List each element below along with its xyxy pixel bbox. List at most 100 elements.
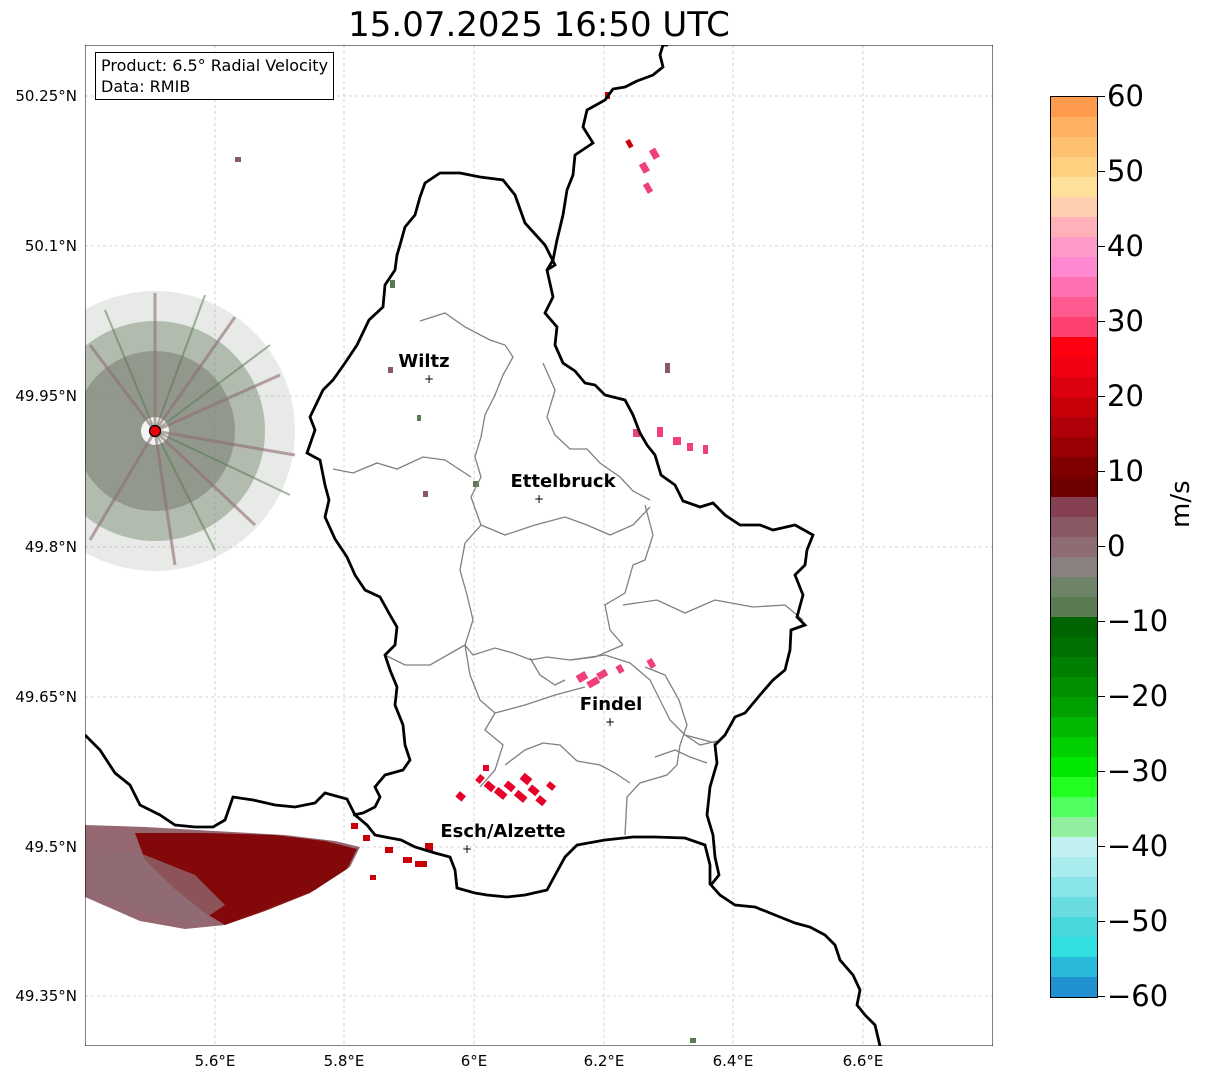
colorbar-tick-label: 30 (1107, 304, 1144, 338)
lon-tick-6: 6°E (460, 1052, 488, 1070)
colorbar-band (1051, 817, 1097, 838)
colorbar-band (1051, 297, 1097, 318)
colorbar-band (1051, 217, 1097, 238)
city-marker-findel: + (605, 715, 615, 729)
city-label-esch-alzette: Esch/Alzette (440, 821, 566, 842)
colorbar-band (1051, 417, 1097, 438)
colorbar-tick-label: −50 (1107, 904, 1169, 938)
colorbar-tick-mark (1097, 771, 1105, 772)
city-markers: + + + + (424, 372, 615, 856)
lat-tick-50.1: 50.1°N (24, 237, 77, 255)
colorbar-band (1051, 97, 1097, 118)
colorbar-band (1051, 257, 1097, 278)
product-label: Product: 6.5° Radial Velocity (101, 56, 329, 75)
city-label-findel: Findel (579, 694, 643, 715)
colorbar-band (1051, 977, 1097, 997)
colorbar-tick-label: 60 (1107, 79, 1144, 113)
radar-site-marker[interactable] (148, 424, 162, 438)
colorbar-tick-mark (1097, 396, 1105, 397)
colorbar-band (1051, 357, 1097, 378)
data-source-label: Data: RMIB (101, 77, 191, 96)
colorbar-band (1051, 777, 1097, 798)
colorbar-band (1051, 317, 1097, 338)
colorbar-band (1051, 897, 1097, 918)
lat-tick-49.35: 49.35°N (15, 987, 77, 1005)
canton-borders (332, 312, 804, 836)
colorbar-band (1051, 517, 1097, 538)
colorbar-band (1051, 397, 1097, 418)
colorbar-tick-label: −40 (1107, 829, 1169, 863)
colorbar-band (1051, 117, 1097, 138)
lat-tick-50.25: 50.25°N (15, 87, 77, 105)
lon-tick-6.2: 6.2°E (583, 1052, 625, 1070)
colorbar-band (1051, 437, 1097, 458)
lat-tick-49.95: 49.95°N (15, 387, 77, 405)
lat-tick-49.5: 49.5°N (24, 838, 77, 856)
radar-echo-scattered (235, 92, 708, 1043)
colorbar-tick-label: −30 (1107, 754, 1169, 788)
colorbar-tick-mark (1097, 621, 1105, 622)
city-label-wiltz: Wiltz (398, 351, 450, 372)
lon-tick-6.4: 6.4°E (712, 1052, 754, 1070)
colorbar-band (1051, 717, 1097, 738)
colorbar-band (1051, 637, 1097, 658)
colorbar-tick-mark (1097, 96, 1105, 97)
colorbar-band (1051, 857, 1097, 878)
colorbar-unit-label: m/s (1166, 480, 1196, 528)
colorbar-band (1051, 737, 1097, 758)
lon-tick-5.6: 5.6°E (194, 1052, 236, 1070)
colorbar-band (1051, 157, 1097, 178)
colorbar-tick-label: −10 (1107, 604, 1169, 638)
colorbar-band (1051, 457, 1097, 478)
colorbar-band (1051, 337, 1097, 358)
colorbar-tick-mark (1097, 996, 1105, 997)
colorbar-tick-label: 40 (1107, 229, 1144, 263)
colorbar-tick-mark (1097, 471, 1105, 472)
colorbar-band (1051, 577, 1097, 598)
colorbar-band (1051, 877, 1097, 898)
radar-map[interactable]: + + + + (85, 45, 993, 1046)
colorbar-band (1051, 197, 1097, 218)
colorbar-tick-mark (1097, 321, 1105, 322)
colorbar-tick-mark (1097, 546, 1105, 547)
colorbar-band (1051, 497, 1097, 518)
colorbar-band (1051, 377, 1097, 398)
colorbar-band (1051, 837, 1097, 858)
colorbar-band (1051, 597, 1097, 618)
city-marker-wiltz: + (424, 372, 434, 386)
colorbar-band (1051, 697, 1097, 718)
colorbar-tick-label: −20 (1107, 679, 1169, 713)
colorbar-band (1051, 537, 1097, 558)
colorbar-band (1051, 477, 1097, 498)
colorbar-tick-mark (1097, 171, 1105, 172)
city-label-ettelbruck: Ettelbruck (510, 471, 616, 492)
colorbar-tick-label: 50 (1107, 154, 1144, 188)
colorbar-band (1051, 757, 1097, 778)
radar-near-field (85, 291, 296, 571)
colorbar-tick-mark (1097, 846, 1105, 847)
colorbar-band (1051, 137, 1097, 158)
colorbar-tick-label: 0 (1107, 529, 1126, 563)
colorbar-tick-mark (1097, 246, 1105, 247)
colorbar-band (1051, 677, 1097, 698)
lat-tick-49.8: 49.8°N (24, 538, 77, 556)
radar-echo-southwest (85, 823, 433, 929)
lon-tick-5.8: 5.8°E (323, 1052, 365, 1070)
colorbar-tick-label: −60 (1107, 979, 1169, 1013)
velocity-colorbar (1050, 96, 1098, 998)
chart-title: 15.07.2025 16:50 UTC (348, 5, 730, 45)
city-marker-esch: + (462, 842, 472, 856)
colorbar-band (1051, 657, 1097, 678)
colorbar-band (1051, 237, 1097, 258)
colorbar-band (1051, 937, 1097, 958)
colorbar-band (1051, 177, 1097, 198)
colorbar-tick-label: 20 (1107, 379, 1144, 413)
colorbar-band (1051, 277, 1097, 298)
city-marker-ettelbruck: + (534, 492, 544, 506)
colorbar-band (1051, 617, 1097, 638)
map-svg: + + + + (85, 45, 993, 1046)
colorbar-band (1051, 957, 1097, 978)
colorbar-tick-label: 10 (1107, 454, 1144, 488)
colorbar-band (1051, 557, 1097, 578)
national-borders (85, 45, 882, 1046)
